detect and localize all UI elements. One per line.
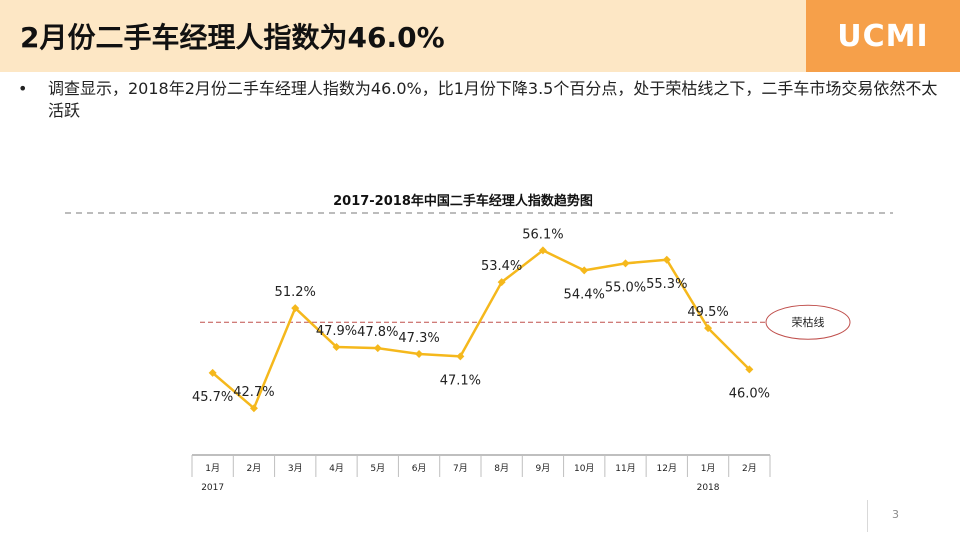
- x-tick-label: 1月: [205, 463, 220, 474]
- data-point: [497, 278, 506, 287]
- data-point: [580, 266, 589, 275]
- x-tick-label: 10月: [574, 463, 594, 474]
- year-label: 2018: [697, 483, 720, 493]
- data-label: 47.3%: [398, 331, 439, 346]
- chart-title: 2017-2018年中国二手车经理人指数趋势图: [333, 194, 593, 209]
- header-band: [0, 0, 806, 72]
- data-label: 46.0%: [729, 386, 770, 401]
- data-point: [662, 255, 671, 264]
- x-tick-label: 6月: [412, 463, 427, 474]
- data-label: 47.8%: [357, 325, 398, 340]
- data-label: 47.1%: [440, 373, 481, 388]
- data-label: 55.3%: [646, 277, 687, 292]
- series-line: [211, 249, 751, 410]
- x-tick-label: 3月: [288, 463, 303, 474]
- x-tick-label: 12月: [657, 463, 677, 474]
- data-label: 49.5%: [687, 305, 728, 320]
- data-label: 55.0%: [605, 280, 646, 295]
- data-point: [208, 368, 217, 377]
- year-label: 2017: [201, 483, 224, 493]
- x-tick-label: 8月: [494, 463, 509, 474]
- data-label: 56.1%: [522, 227, 563, 242]
- page-title: 2月份二手车经理人指数为46.0%: [20, 21, 445, 54]
- data-point: [745, 365, 754, 374]
- x-tick-label: 7月: [453, 463, 468, 474]
- data-point: [704, 324, 713, 333]
- data-point: [621, 259, 630, 268]
- data-point: [415, 350, 424, 359]
- data-point: [332, 342, 341, 351]
- index-trend-chart: 荣枯线 1月 2月 3月 4月 5月 6月 7月 8月 9月 10月 11月 12月 1月 2月 2017 20…: [65, 212, 893, 493]
- threshold-label-oval: [765, 304, 851, 340]
- data-label: 45.7%: [192, 390, 233, 405]
- brand-logo: UCMI: [806, 0, 960, 72]
- x-tick-label: 2月: [247, 463, 262, 474]
- bullet-icon: •: [18, 79, 28, 98]
- data-label: 47.9%: [316, 324, 357, 339]
- page-number: 3: [892, 508, 899, 521]
- data-point: [249, 404, 258, 413]
- x-tick-label: 1月: [701, 463, 716, 474]
- x-tick-label: 9月: [536, 463, 551, 474]
- x-tick-label: 11月: [615, 463, 635, 474]
- x-tick-label: 4月: [329, 463, 344, 474]
- footer-divider: [867, 500, 868, 532]
- data-label: 51.2%: [275, 285, 316, 300]
- data-point: [373, 344, 382, 353]
- data-label: 53.4%: [481, 259, 522, 274]
- summary-text: 调查显示，2018年2月份二手车经理人指数为46.0%，比1月份下降3.5个百分…: [48, 79, 938, 120]
- threshold-label: 荣枯线: [792, 315, 825, 329]
- data-point: [538, 246, 547, 255]
- data-label: 42.7%: [233, 385, 274, 400]
- data-label: 54.4%: [564, 287, 605, 302]
- data-point: [291, 304, 300, 313]
- summary-bullet: • 调查显示，2018年2月份二手车经理人指数为46.0%，比1月份下降3.5个…: [18, 78, 938, 122]
- data-point: [456, 352, 465, 361]
- x-tick-label: 5月: [370, 463, 385, 474]
- x-tick-label: 2月: [742, 463, 757, 474]
